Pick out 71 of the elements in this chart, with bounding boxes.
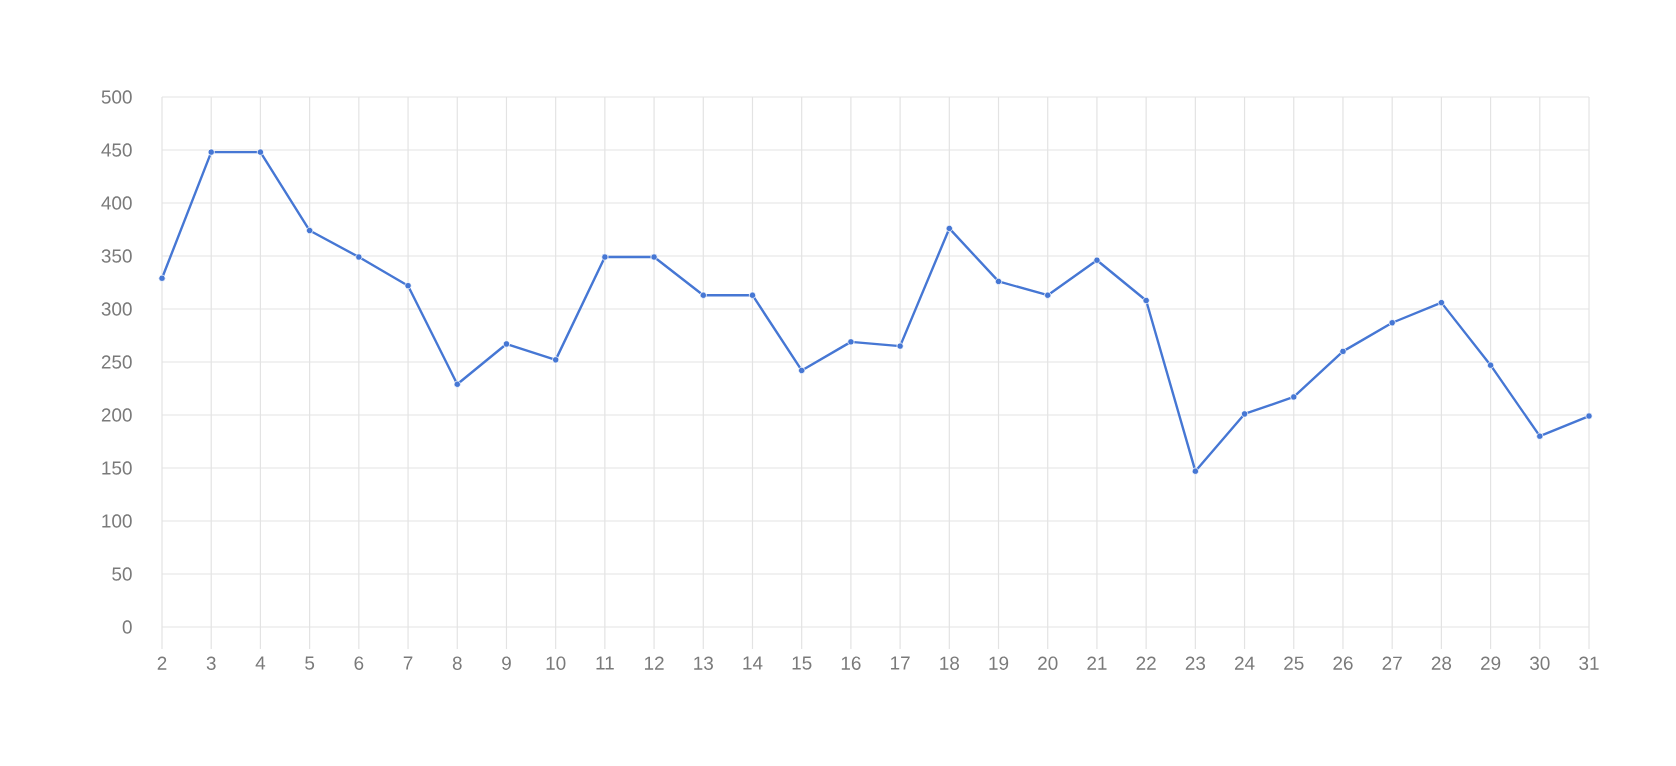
y-tick-label: 400	[101, 196, 132, 210]
point	[1240, 410, 1249, 418]
x-tick-label: 2	[157, 656, 167, 670]
y-tick-label: 0	[122, 620, 132, 634]
x-tick-label: 21	[1087, 656, 1107, 670]
point	[1437, 299, 1445, 307]
point	[945, 224, 953, 233]
x-tick-label: 23	[1185, 656, 1206, 670]
point	[1142, 296, 1150, 305]
point	[1191, 467, 1199, 475]
point	[1585, 412, 1593, 420]
point	[601, 253, 609, 261]
y-tick-label: 450	[101, 143, 132, 157]
x-tick-label: 19	[989, 656, 1009, 670]
point	[1536, 432, 1544, 440]
x-tick-label: 11	[596, 656, 614, 670]
point	[650, 253, 658, 261]
point	[847, 338, 855, 346]
point	[798, 366, 806, 375]
x-tick-label: 30	[1530, 656, 1550, 670]
x-tick-label: 4	[255, 656, 266, 670]
point	[1339, 347, 1347, 355]
point	[552, 356, 560, 364]
y-tick-label: 50	[112, 567, 132, 581]
point	[306, 226, 314, 235]
x-tick-label: 7	[403, 656, 413, 670]
x-tick-label: 27	[1382, 656, 1402, 670]
x-tick-label: 15	[792, 656, 812, 670]
x-tick-label: 12	[644, 656, 664, 670]
x-tick-label: 6	[354, 656, 364, 670]
point	[158, 274, 166, 282]
y-tick-label: 100	[102, 514, 132, 528]
point	[207, 148, 215, 156]
point	[502, 340, 511, 348]
x-tick-label: 14	[743, 656, 763, 670]
x-tick-label: 31	[1579, 656, 1599, 670]
y-tick-label: 150	[102, 461, 132, 475]
point	[355, 253, 363, 261]
point	[748, 291, 757, 299]
point	[1388, 319, 1396, 327]
x-tick-label: 3	[206, 656, 216, 670]
x-tick-label: 13	[694, 656, 713, 670]
x-tick-label: 29	[1481, 656, 1501, 670]
point	[1044, 291, 1052, 299]
x-tick-label: 16	[841, 656, 861, 670]
point	[453, 380, 461, 388]
point	[994, 277, 1003, 286]
x-tick-label: 28	[1431, 656, 1452, 670]
y-tick-label: 200	[101, 408, 132, 422]
y-tick-label: 350	[101, 249, 132, 263]
point	[1290, 393, 1298, 401]
y-tick-label: 250	[101, 355, 132, 369]
y-tick-label: 500	[101, 90, 132, 104]
x-tick-label: 22	[1136, 656, 1156, 670]
y-tick-label: 300	[101, 302, 132, 316]
point	[1093, 256, 1101, 264]
x-tick-label: 24	[1234, 656, 1255, 670]
point	[256, 148, 265, 156]
x-tick-label: 10	[546, 656, 566, 670]
x-tick-label: 26	[1333, 656, 1353, 670]
x-tick-label: 20	[1038, 656, 1058, 670]
x-tick-label: 8	[452, 656, 462, 670]
point	[699, 291, 707, 299]
x-tick-label: 17	[891, 656, 910, 670]
x-tick-label: 5	[305, 656, 315, 670]
point	[896, 342, 904, 350]
x-tick-label: 25	[1284, 656, 1304, 670]
x-tick-label: 9	[502, 656, 511, 670]
x-tick-label: 18	[940, 656, 960, 670]
point	[404, 282, 412, 290]
point	[1487, 361, 1495, 369]
